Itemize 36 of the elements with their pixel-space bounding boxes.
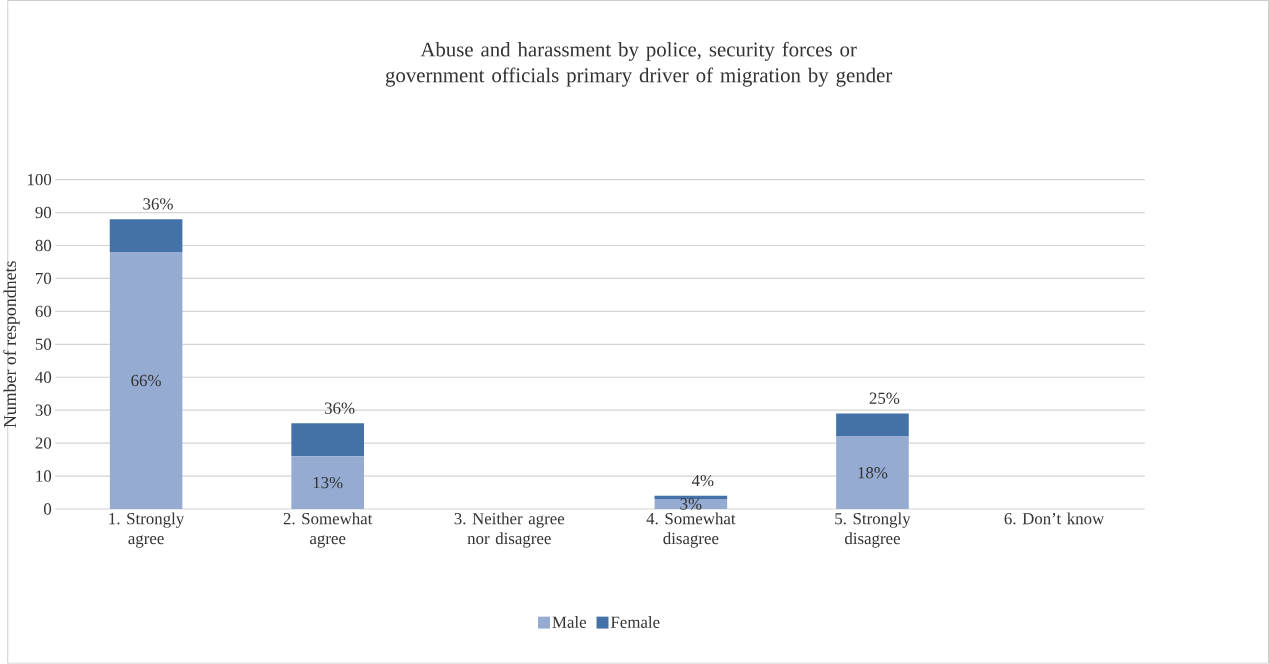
chart-title: Abuse and harassment by police, security forces or government officials primary driver of migration by gender bbox=[385, 41, 893, 87]
bar bbox=[836, 413, 909, 437]
annotation: 18% bbox=[858, 467, 888, 479]
x-tick-label: 3. Neither agree nor disagree bbox=[454, 512, 565, 548]
x-tick-label: 6. Don’t know bbox=[1004, 512, 1105, 525]
annotation: 13% bbox=[313, 477, 343, 489]
annotation: 36% bbox=[324, 402, 355, 414]
annotation: 36% bbox=[143, 198, 173, 210]
bar bbox=[109, 252, 183, 510]
bar bbox=[654, 499, 728, 510]
bar bbox=[291, 456, 364, 510]
y-tick-label: 20 bbox=[35, 437, 52, 449]
y-tick-label: 100 bbox=[27, 174, 52, 186]
legend-label: Male bbox=[552, 616, 587, 629]
y-tick-label: 30 bbox=[35, 404, 52, 416]
annotation: 66% bbox=[131, 374, 161, 387]
y-tick-label: 70 bbox=[36, 272, 52, 285]
y-tick-label: 40 bbox=[35, 371, 52, 384]
annotation: 4% bbox=[691, 475, 714, 487]
legend-label: Female bbox=[610, 616, 660, 629]
x-tick-label: 4. Somewhat disagree bbox=[646, 512, 736, 548]
y-tick-label: 60 bbox=[35, 305, 52, 318]
y-tick-label: 90 bbox=[35, 207, 52, 219]
y-tick-label: 50 bbox=[35, 338, 52, 351]
annotation: 25% bbox=[869, 392, 900, 405]
x-tick-label: 2. Somewhat agree bbox=[283, 512, 373, 548]
x-tick-label: 1. Strongly agree bbox=[109, 512, 185, 548]
annotation: 3% bbox=[680, 498, 702, 510]
y-tick-label: 10 bbox=[36, 470, 52, 482]
bar bbox=[291, 423, 364, 457]
x-tick-label: 5. Strongly disagree bbox=[835, 512, 911, 548]
bar bbox=[109, 219, 183, 253]
y-tick-label: 80 bbox=[35, 239, 52, 252]
bar bbox=[836, 436, 909, 510]
y-axis-title: Number of respondnets bbox=[3, 261, 20, 428]
y-tick-label: 0 bbox=[43, 503, 52, 515]
